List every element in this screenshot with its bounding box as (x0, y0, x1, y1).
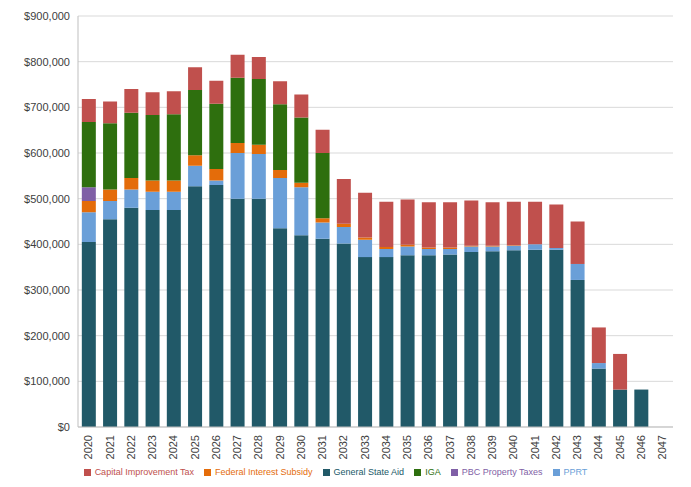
svg-text:2029: 2029 (274, 435, 286, 459)
svg-text:2039: 2039 (486, 435, 498, 459)
html-text:PPRT: PPRT (563, 467, 588, 477)
svg-text:$300,000: $300,000 (24, 284, 70, 296)
svg-text:2021: 2021 (104, 435, 116, 459)
svg-text:2042: 2042 (550, 435, 562, 459)
svg-text:2033: 2033 (359, 435, 371, 459)
svg-text:$0: $0 (58, 421, 70, 433)
svg-text:2036: 2036 (422, 435, 434, 459)
svg-text:2047: 2047 (656, 435, 668, 459)
svg-text:2030: 2030 (295, 435, 307, 459)
svg-text:2023: 2023 (146, 435, 158, 459)
svg-text:$400,000: $400,000 (24, 238, 70, 250)
svg-text:2043: 2043 (571, 435, 583, 459)
svg-text:$900,000: $900,000 (24, 10, 70, 22)
html-text:PBC Property Taxes: PBC Property Taxes (461, 467, 543, 477)
svg-text:2034: 2034 (380, 435, 392, 459)
svg-text:2026: 2026 (210, 435, 222, 459)
html-text:IGA: IGA (425, 467, 441, 477)
html-text:Federal Interest Subsidy: Federal Interest Subsidy (215, 467, 313, 477)
svg-text:$100,000: $100,000 (24, 375, 70, 387)
html-text:Capital Improvement Tax: Capital Improvement Tax (94, 467, 194, 477)
svg-text:2046: 2046 (635, 435, 647, 459)
svg-text:2038: 2038 (465, 435, 477, 459)
svg-text:2027: 2027 (231, 435, 243, 459)
svg-text:$500,000: $500,000 (24, 193, 70, 205)
svg-text:2044: 2044 (592, 435, 604, 459)
svg-text:$700,000: $700,000 (24, 101, 70, 113)
html-text:General State Aid: General State Aid (333, 467, 405, 477)
svg-text:$800,000: $800,000 (24, 56, 70, 68)
svg-text:$200,000: $200,000 (24, 330, 70, 342)
svg-text:2032: 2032 (337, 435, 349, 459)
svg-text:2040: 2040 (507, 435, 519, 459)
svg-text:$600,000: $600,000 (24, 147, 70, 159)
svg-text:2037: 2037 (444, 435, 456, 459)
svg-text:2035: 2035 (401, 435, 413, 459)
svg-text:2022: 2022 (125, 435, 137, 459)
svg-text:2045: 2045 (614, 435, 626, 459)
svg-text:2041: 2041 (529, 435, 541, 459)
svg-text:2028: 2028 (252, 435, 264, 459)
svg-text:2024: 2024 (167, 435, 179, 459)
svg-text:2020: 2020 (82, 435, 94, 459)
svg-text:2025: 2025 (189, 435, 201, 459)
svg-text:2031: 2031 (316, 435, 328, 459)
